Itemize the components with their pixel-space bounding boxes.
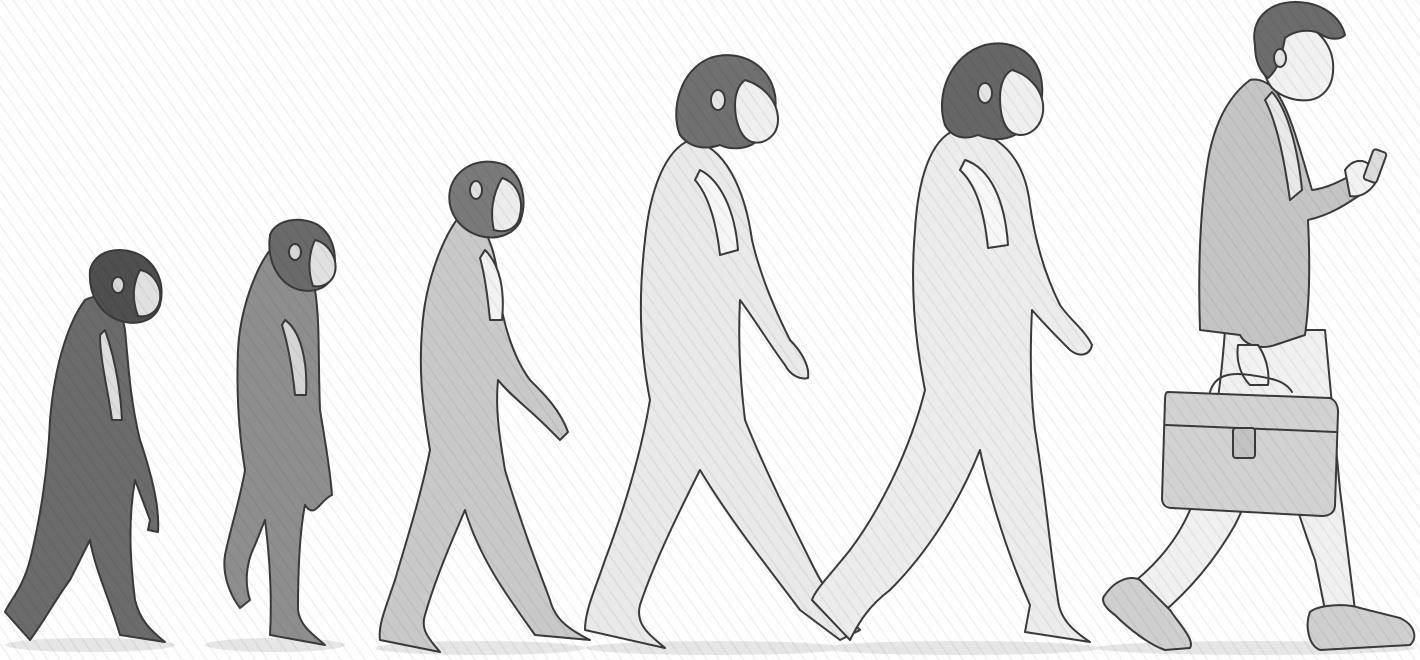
figure-homo-erectus [584,54,861,649]
figure-australopithecus [378,160,591,653]
figure-homo-sapiens [811,42,1093,643]
briefcase-lock [1232,427,1256,459]
figure-early-hominid [223,218,337,646]
smartphone [1362,148,1388,184]
ground-shadow [820,641,1100,655]
figure-modern-businessman [1102,1,1416,651]
ground-shadow [585,641,845,655]
ground-shadows [5,638,1415,655]
figure-ape [4,249,166,643]
